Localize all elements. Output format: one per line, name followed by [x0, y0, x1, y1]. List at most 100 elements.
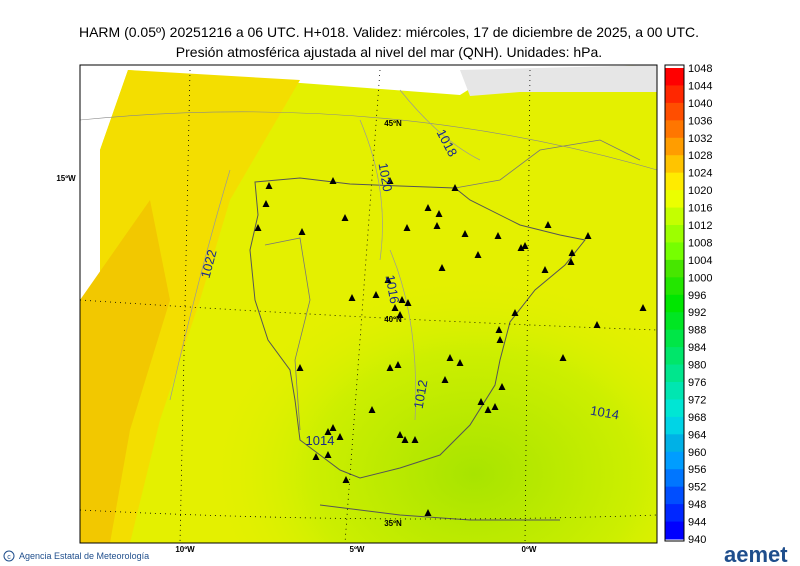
- colorbar-segment: [665, 225, 684, 243]
- station: [451, 184, 459, 191]
- station: [494, 232, 502, 239]
- grid-label: 45ºN: [384, 119, 402, 128]
- station: [329, 424, 337, 431]
- colorbar-label: 944: [688, 517, 706, 529]
- colorbar: 1048 1044 1040 1036 1032 1028 1024 1020 1016 1012…: [664, 63, 712, 546]
- station: [312, 453, 320, 460]
- map: [80, 65, 657, 543]
- station: [521, 242, 529, 249]
- colorbar-label: 948: [688, 499, 706, 511]
- graticule: [80, 111, 657, 171]
- colorbar-segment: [665, 242, 684, 261]
- station: [324, 428, 332, 435]
- colorbar-label: 960: [688, 447, 706, 459]
- colorbar-segment: [665, 172, 684, 191]
- colorbar-label: 1040: [688, 98, 712, 110]
- station: [411, 436, 419, 443]
- station: [456, 359, 464, 366]
- agency: Agencia Estatal de Meteorología: [19, 551, 149, 561]
- station: [446, 354, 454, 361]
- station: [396, 431, 404, 438]
- contour-label: 1012: [411, 379, 431, 410]
- colorbar-label: 956: [688, 464, 706, 476]
- colorbar-label: 984: [688, 342, 706, 354]
- colorbar-label: 1000: [688, 272, 712, 284]
- station: [298, 228, 306, 235]
- grid-label: 5ºW: [350, 545, 365, 554]
- title: HARM (0.05º) 20251216 a 06 UTC. H+018. V…: [79, 24, 699, 40]
- station: [474, 251, 482, 258]
- field-higher: [80, 200, 170, 543]
- station: [265, 182, 273, 189]
- colorbar-segment: [665, 190, 684, 209]
- copyright-icon-text: c: [7, 554, 11, 561]
- station: [386, 177, 394, 184]
- station: [341, 214, 349, 221]
- grid-label: 0ºW: [522, 545, 537, 554]
- station: [403, 224, 411, 231]
- station: [394, 361, 402, 368]
- station: [404, 299, 412, 306]
- colorbar-segment: [665, 347, 684, 366]
- grid-label: 15ºW: [56, 174, 76, 183]
- station: [262, 200, 270, 207]
- map-frame: [79, 64, 658, 544]
- station: [568, 249, 576, 256]
- station: [342, 476, 350, 483]
- station: [593, 321, 601, 328]
- colorbar-segment: [665, 312, 684, 331]
- colorbar-label: 968: [688, 412, 706, 424]
- station: [386, 364, 394, 371]
- contour-label: 1016: [383, 274, 403, 305]
- colorbar-segment: [665, 329, 684, 348]
- colorbar-segment: [665, 451, 684, 470]
- grid-label: 40ºN: [384, 315, 402, 324]
- grid-label: 35ºN: [384, 519, 402, 528]
- colorbar-segment: [665, 469, 684, 488]
- colorbar-segment: [665, 68, 684, 86]
- colorbar-label: 1016: [688, 203, 712, 215]
- station: [517, 244, 525, 251]
- colorbar-label: 976: [688, 377, 706, 389]
- station: [384, 276, 392, 283]
- station: [391, 304, 399, 311]
- station: [398, 296, 406, 303]
- contour-label: 1022: [198, 248, 220, 280]
- colorbar-label: 988: [688, 325, 706, 337]
- colorbar-frame: [664, 64, 685, 542]
- colorbar-label: 1048: [688, 63, 712, 75]
- field-high: [100, 70, 300, 543]
- contour-label: 1014: [589, 403, 620, 423]
- colorbar-label: 1004: [688, 255, 712, 267]
- colorbar-segment: [665, 416, 684, 435]
- station: [324, 451, 332, 458]
- colorbar-segment: [665, 102, 684, 121]
- colorbar-segment: [665, 207, 684, 226]
- station: [491, 403, 499, 410]
- colorbar-segment: [665, 364, 684, 383]
- station: [567, 258, 575, 265]
- colorbar-label: 1012: [688, 220, 712, 232]
- station: [544, 221, 552, 228]
- border: [454, 139, 641, 189]
- colorbar-segment: [665, 434, 684, 453]
- colorbar-segment: [665, 399, 684, 418]
- grid-label: 10ºW: [175, 545, 195, 554]
- colorbar-segment: [665, 521, 684, 540]
- contour-label: 1014: [306, 433, 335, 448]
- colorbar-label: 1032: [688, 133, 712, 145]
- station: [461, 230, 469, 237]
- colorbar-segment: [665, 277, 684, 296]
- station: [477, 398, 485, 405]
- colorbar-label: 1028: [688, 150, 712, 162]
- station: [433, 222, 441, 229]
- colorbar-segment: [665, 486, 684, 505]
- africa-coast: [319, 504, 560, 521]
- border: [264, 237, 311, 431]
- colorbar-segment: [665, 120, 684, 139]
- isobar: [169, 89, 481, 421]
- station: [296, 364, 304, 371]
- map-labels: 101810201022101610121014101415ºW45ºN40ºN…: [56, 119, 620, 554]
- colorbar-segment: [665, 155, 684, 174]
